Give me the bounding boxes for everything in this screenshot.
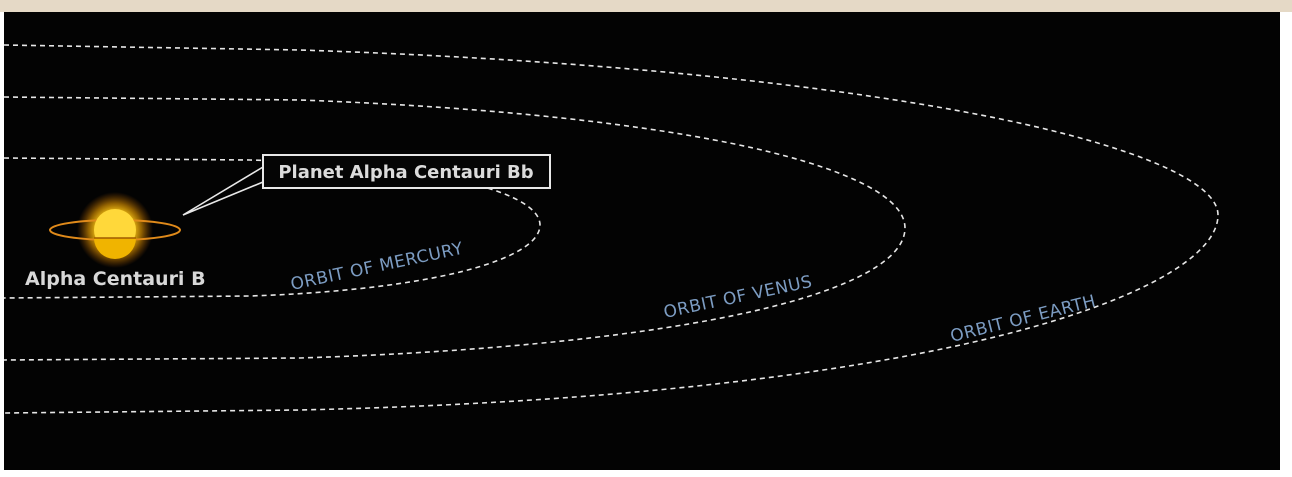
top-strip <box>0 0 1292 12</box>
orbit-venus <box>3 96 906 361</box>
star-shade <box>94 238 136 259</box>
callout-box <box>262 154 551 189</box>
callout-pointer <box>182 166 264 216</box>
orbit-earth <box>3 44 1219 414</box>
space-background <box>4 12 1280 470</box>
star-label: Alpha Centauri B <box>25 268 206 290</box>
planet-label: Planet Alpha Centauri Bb <box>278 162 533 183</box>
